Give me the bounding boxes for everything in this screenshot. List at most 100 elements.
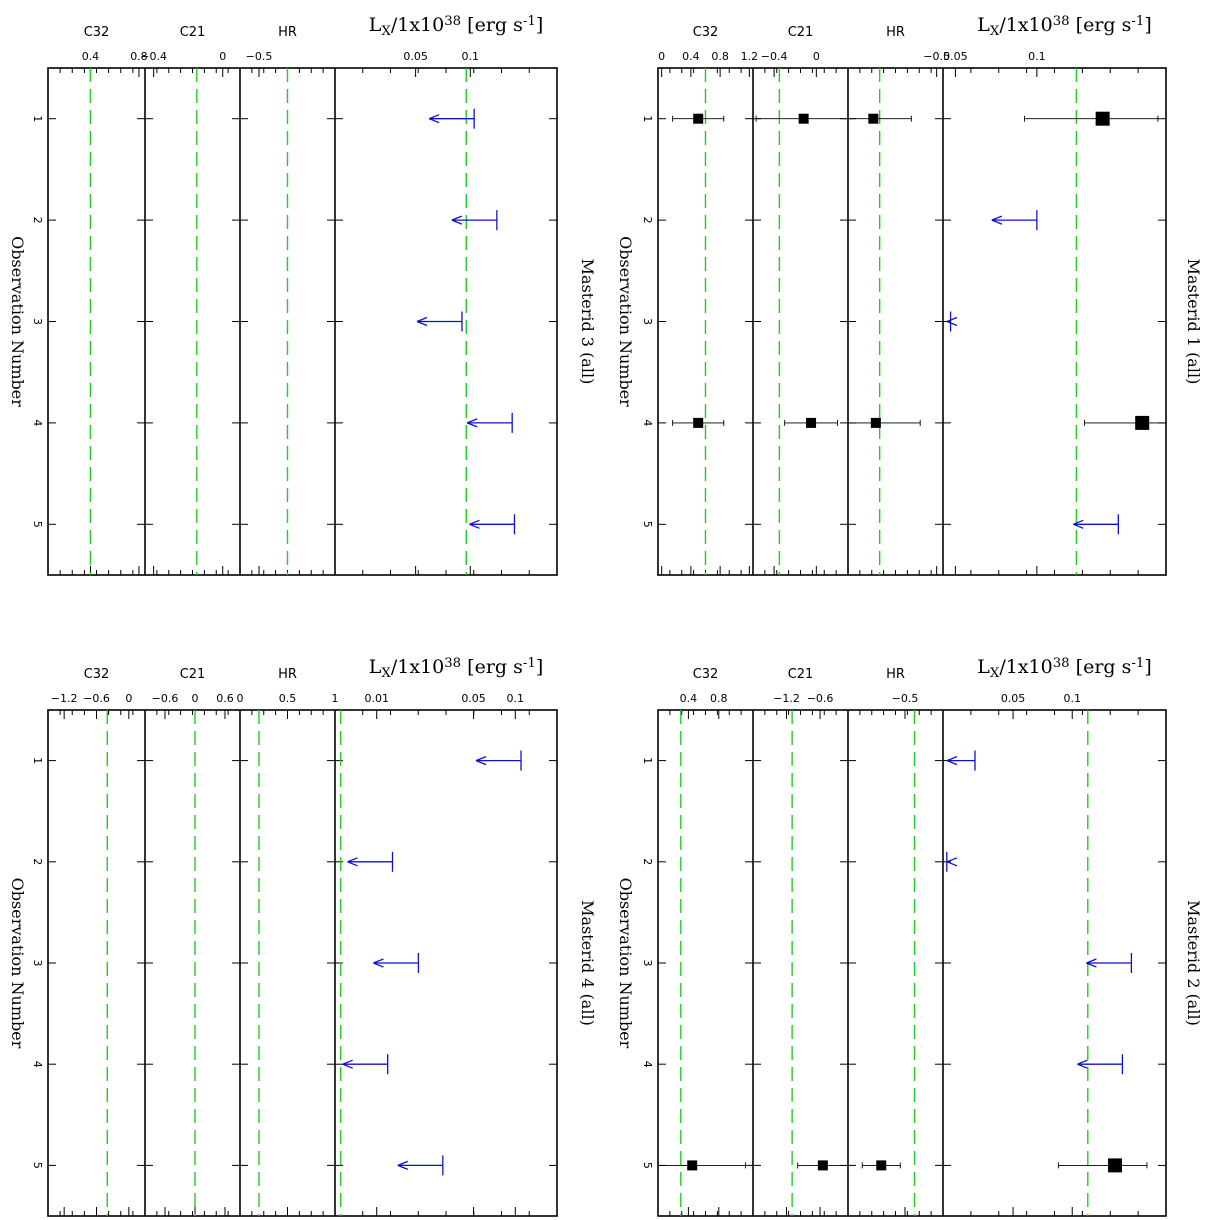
lx-axis-label: LX/1x1038 [erg s-1]: [369, 656, 544, 681]
observation-tick-label: 5: [641, 1162, 654, 1169]
observation-tick-label: 3: [31, 318, 44, 325]
detection-point-hr: [847, 417, 921, 428]
detection-point-c32: [657, 1160, 746, 1171]
observation-tick-label: 4: [31, 419, 44, 426]
tick-label: −0.5: [246, 50, 273, 63]
panel-name-c32: C32: [693, 667, 719, 682]
tick-label: −0.4: [761, 50, 788, 63]
tick-label: −0.6: [83, 692, 110, 705]
tick-label: 0.1: [462, 50, 480, 63]
lx-axis-label: LX/1x1038 [erg s-1]: [977, 14, 1152, 39]
tick-label: 1: [332, 692, 339, 705]
observation-tick-label: 2: [31, 858, 44, 865]
tick-label: 0: [219, 50, 226, 63]
tick-label: −1.2: [773, 692, 800, 705]
observation-tick-label: 1: [31, 757, 44, 764]
upper-limit-marker: [1077, 1054, 1124, 1075]
detection-point-c32: [672, 113, 725, 124]
chart-block-2: 1 2 3 4 5 C32 0 0.4 0.8 1.2 C21−0.4 0 HR −0.5 LX/1x103…: [616, 14, 1203, 576]
tick-label: 0.8: [130, 50, 148, 63]
upper-limit-marker: [347, 851, 394, 872]
tick-label: 0.05: [943, 50, 968, 63]
tick-label: −0.5: [892, 692, 919, 705]
detection-point-hr: [847, 113, 912, 124]
observation-tick-label: 1: [641, 115, 654, 122]
upper-limit-marker: [469, 514, 516, 535]
plot-frame: [47, 709, 558, 1217]
observation-tick-label: 1: [641, 757, 654, 764]
upper-limit-marker: [373, 953, 420, 973]
observation-tick-label: 2: [641, 217, 654, 224]
upper-limit-marker: [991, 210, 1038, 231]
tick-label: −0.5: [923, 50, 950, 63]
observation-axis-label: Observation Number: [8, 878, 27, 1049]
observation-tick-label: 5: [31, 521, 44, 528]
tick-label: 0.05: [461, 692, 486, 705]
tick-label: 0: [813, 50, 820, 63]
panel-name-c21: C21: [788, 667, 814, 682]
panel-name-c32: C32: [84, 25, 110, 40]
upper-limit-marker: [416, 311, 463, 332]
panel-name-hr: HR: [886, 25, 905, 40]
chart-title: Masterid 4 (all): [578, 900, 597, 1026]
detection-point-c21: [755, 113, 849, 124]
panel-name-c21: C21: [788, 25, 814, 40]
observation-tick-label: 3: [641, 318, 654, 325]
chart-block-4: 1 2 3 4 5 C32 0.4 0.8 C21 −1.2 −0.6 HR −0.5 LX/1x1038…: [616, 656, 1203, 1217]
plot-frame: [657, 67, 1167, 576]
observation-tick-label: 2: [641, 858, 654, 865]
tick-label: 0.6: [216, 692, 234, 705]
upper-limit-marker: [451, 210, 498, 231]
tick-label: 0: [125, 692, 132, 705]
upper-limit-marker: [466, 412, 513, 433]
observation-tick-label: 5: [31, 1162, 44, 1169]
panel-name-hr: HR: [278, 25, 297, 40]
tick-label: −1.2: [51, 692, 78, 705]
tick-label: 0.5: [279, 692, 297, 705]
observation-tick-label: 4: [31, 1061, 44, 1068]
upper-limit-marker: [946, 851, 958, 872]
upper-limit-marker: [397, 1155, 444, 1176]
detection-point-lx: [1057, 1158, 1148, 1173]
detection-point-hr: [861, 1160, 901, 1171]
plot-frame: [47, 67, 558, 576]
tick-label: 0.01: [364, 692, 389, 705]
chart-title: Masterid 3 (all): [578, 259, 597, 385]
tick-label: 0.4: [82, 50, 100, 63]
observation-axis-label: Observation Number: [616, 236, 635, 407]
detection-point-lx: [1024, 111, 1159, 126]
tick-label: 0: [237, 692, 244, 705]
tick-label: 0.8: [711, 50, 729, 63]
upper-limit-marker: [946, 750, 976, 771]
upper-limit-marker: [428, 108, 475, 129]
tick-label: 0.05: [403, 50, 428, 63]
observation-tick-label: 4: [641, 1061, 654, 1068]
tick-label: −0.6: [807, 692, 834, 705]
observation-axis-label: Observation Number: [616, 878, 635, 1049]
tick-label: 0: [192, 692, 199, 705]
observation-tick-label: 5: [641, 521, 654, 528]
upper-limit-marker: [1086, 953, 1133, 973]
tick-label: 0.4: [680, 692, 698, 705]
tick-label: 0.1: [507, 692, 525, 705]
panel-name-hr: HR: [278, 667, 297, 682]
panel-name-hr: HR: [886, 667, 905, 682]
tick-label: 0.4: [682, 50, 700, 63]
tick-label: 1.2: [741, 50, 759, 63]
panel-name-c21: C21: [180, 25, 206, 40]
observation-tick-label: 4: [641, 419, 654, 426]
tick-label: −0.6: [152, 692, 179, 705]
lx-axis-label: LX/1x1038 [erg s-1]: [369, 14, 544, 39]
upper-limit-marker: [475, 750, 522, 771]
chart-title: Masterid 1 (all): [1184, 259, 1203, 385]
tick-label: −0.4: [140, 50, 167, 63]
upper-limit-marker: [946, 311, 958, 332]
upper-limit-marker: [1073, 514, 1119, 535]
observation-tick-label: 3: [31, 960, 44, 967]
tick-label: 0.1: [1063, 692, 1081, 705]
detection-point-c21: [797, 1160, 849, 1171]
chart-title: Masterid 2 (all): [1184, 900, 1203, 1026]
chart-block-1: 1 2 3 4 5 C32 0.4 0.8 C21 −0.4 0 HR −0.5 LX/1x1038 [e…: [8, 14, 597, 576]
